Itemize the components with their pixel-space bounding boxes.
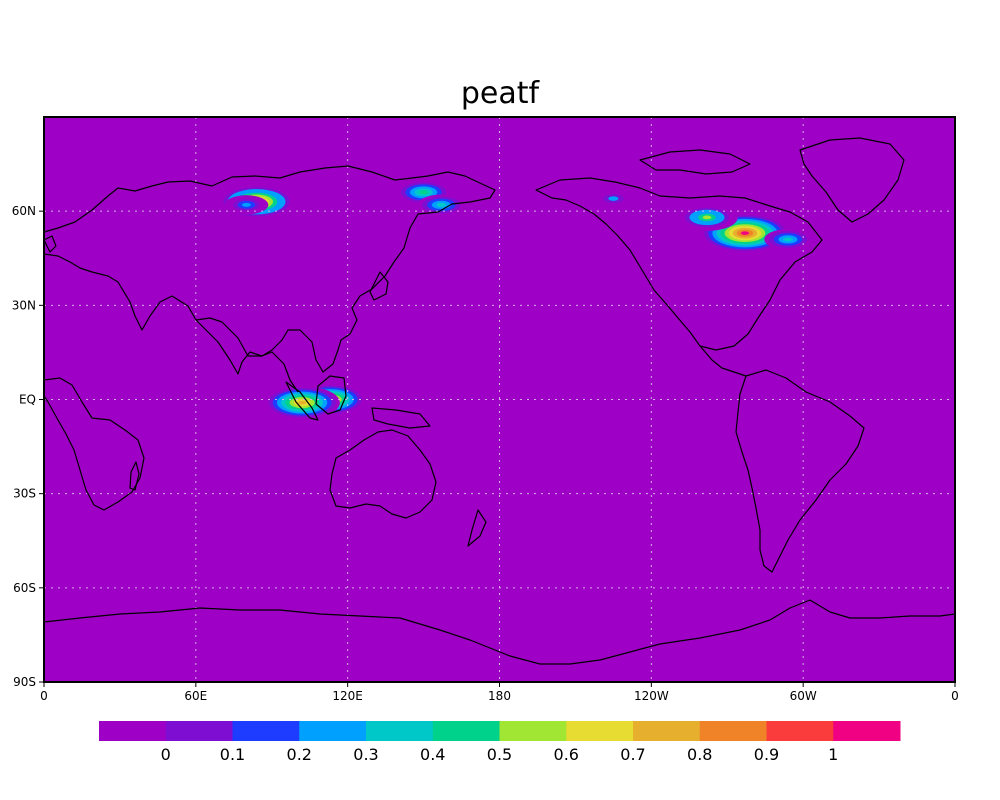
colorbar-swatch xyxy=(699,721,767,741)
lon-tick-label: 0 xyxy=(951,689,959,703)
gridlines xyxy=(44,117,955,682)
hotspot-layer xyxy=(215,180,812,420)
hotspot-contour xyxy=(436,202,447,207)
colorbar-label: 0.7 xyxy=(620,745,645,764)
central-america-coastline xyxy=(699,345,747,377)
africa-coastline xyxy=(44,377,145,511)
south-asia-coastline xyxy=(195,319,299,393)
colorbar-swatch xyxy=(432,721,500,741)
colorbar-label: 0.9 xyxy=(754,745,779,764)
colorbar-label: 0 xyxy=(161,745,171,764)
lat-tick-label: 60N xyxy=(12,204,36,218)
south-america-coastline xyxy=(735,369,865,573)
lon-tick-label: 0 xyxy=(40,689,48,703)
colorbar-label: 0.2 xyxy=(287,745,312,764)
colorbar-swatch xyxy=(165,721,233,741)
colorbar-swatch xyxy=(499,721,567,741)
lat-tick-label: 30S xyxy=(13,487,36,501)
greenland-coastline xyxy=(799,137,905,223)
colorbar xyxy=(99,721,901,741)
hotspot-contour xyxy=(297,400,307,405)
lon-tick-label: 120E xyxy=(332,689,363,703)
hotspot-canadian-boreal-west xyxy=(676,204,738,231)
colorbar-swatch xyxy=(99,721,167,741)
hotspot-eastern-siberia-south- xyxy=(417,194,465,216)
uk-coastline xyxy=(44,235,57,253)
hotspot-quebec-labrador xyxy=(764,229,812,250)
latitude-labels: 60N 30N EQ 30S 60S 90S xyxy=(12,204,44,689)
lon-tick-label: 180 xyxy=(488,689,511,703)
hotspot-contour xyxy=(783,237,793,242)
hotspot-contour xyxy=(242,202,251,207)
colorbar-swatch xyxy=(232,721,300,741)
colorbar-swatch xyxy=(299,721,367,741)
map-title: peatf xyxy=(461,76,541,111)
colorbar-swatch xyxy=(833,721,901,741)
colorbar-swatch xyxy=(366,721,434,741)
colorbar-swatch xyxy=(633,721,701,741)
borneo-coastline xyxy=(315,375,347,415)
hotspot-contour xyxy=(608,196,619,201)
colorbar-label: 0.3 xyxy=(353,745,378,764)
map-area xyxy=(44,117,955,682)
nz-coastline xyxy=(467,509,487,547)
japan-coastline xyxy=(369,271,389,301)
madagascar-coastline xyxy=(129,461,140,491)
hotspot-contour xyxy=(419,190,429,195)
colorbar-swatch xyxy=(566,721,634,741)
hotspot-contour xyxy=(740,231,750,235)
colorbar-labels: 0 0.1 0.2 0.3 0.4 0.5 0.6 0.7 0.8 0.9 1 xyxy=(161,745,839,764)
lat-tick-label: 30N xyxy=(12,298,36,312)
colorbar-label: 0.5 xyxy=(487,745,512,764)
arctic-islands-coastline xyxy=(639,149,751,175)
hotspot-alaska-yukon xyxy=(593,189,634,208)
lat-tick-label: 90S xyxy=(13,675,36,689)
colorbar-label: 0.4 xyxy=(420,745,445,764)
antarctica-coastline xyxy=(44,599,955,665)
lat-tick-label: EQ xyxy=(19,393,36,407)
longitude-labels: 0 60E 120E 180 120W 60W 0 xyxy=(40,682,959,703)
sumatra-coastline xyxy=(285,381,319,421)
north-america-coastline xyxy=(535,177,823,351)
hotspot-contour xyxy=(702,215,712,220)
lon-tick-label: 120W xyxy=(634,689,669,703)
australia-coastline xyxy=(329,429,437,519)
coastlines xyxy=(44,137,955,665)
lat-tick-label: 60S xyxy=(13,581,36,595)
colorbar-swatch xyxy=(766,721,834,741)
colorbar-label: 0.1 xyxy=(220,745,245,764)
colorbar-label: 0.8 xyxy=(687,745,712,764)
lon-tick-label: 60E xyxy=(184,689,207,703)
colorbar-label: 1 xyxy=(828,745,838,764)
new-guinea-coastline xyxy=(371,407,431,429)
lon-tick-label: 60W xyxy=(790,689,817,703)
hotspot-western-siberia-rim- xyxy=(224,195,269,215)
colorbar-label: 0.6 xyxy=(554,745,579,764)
